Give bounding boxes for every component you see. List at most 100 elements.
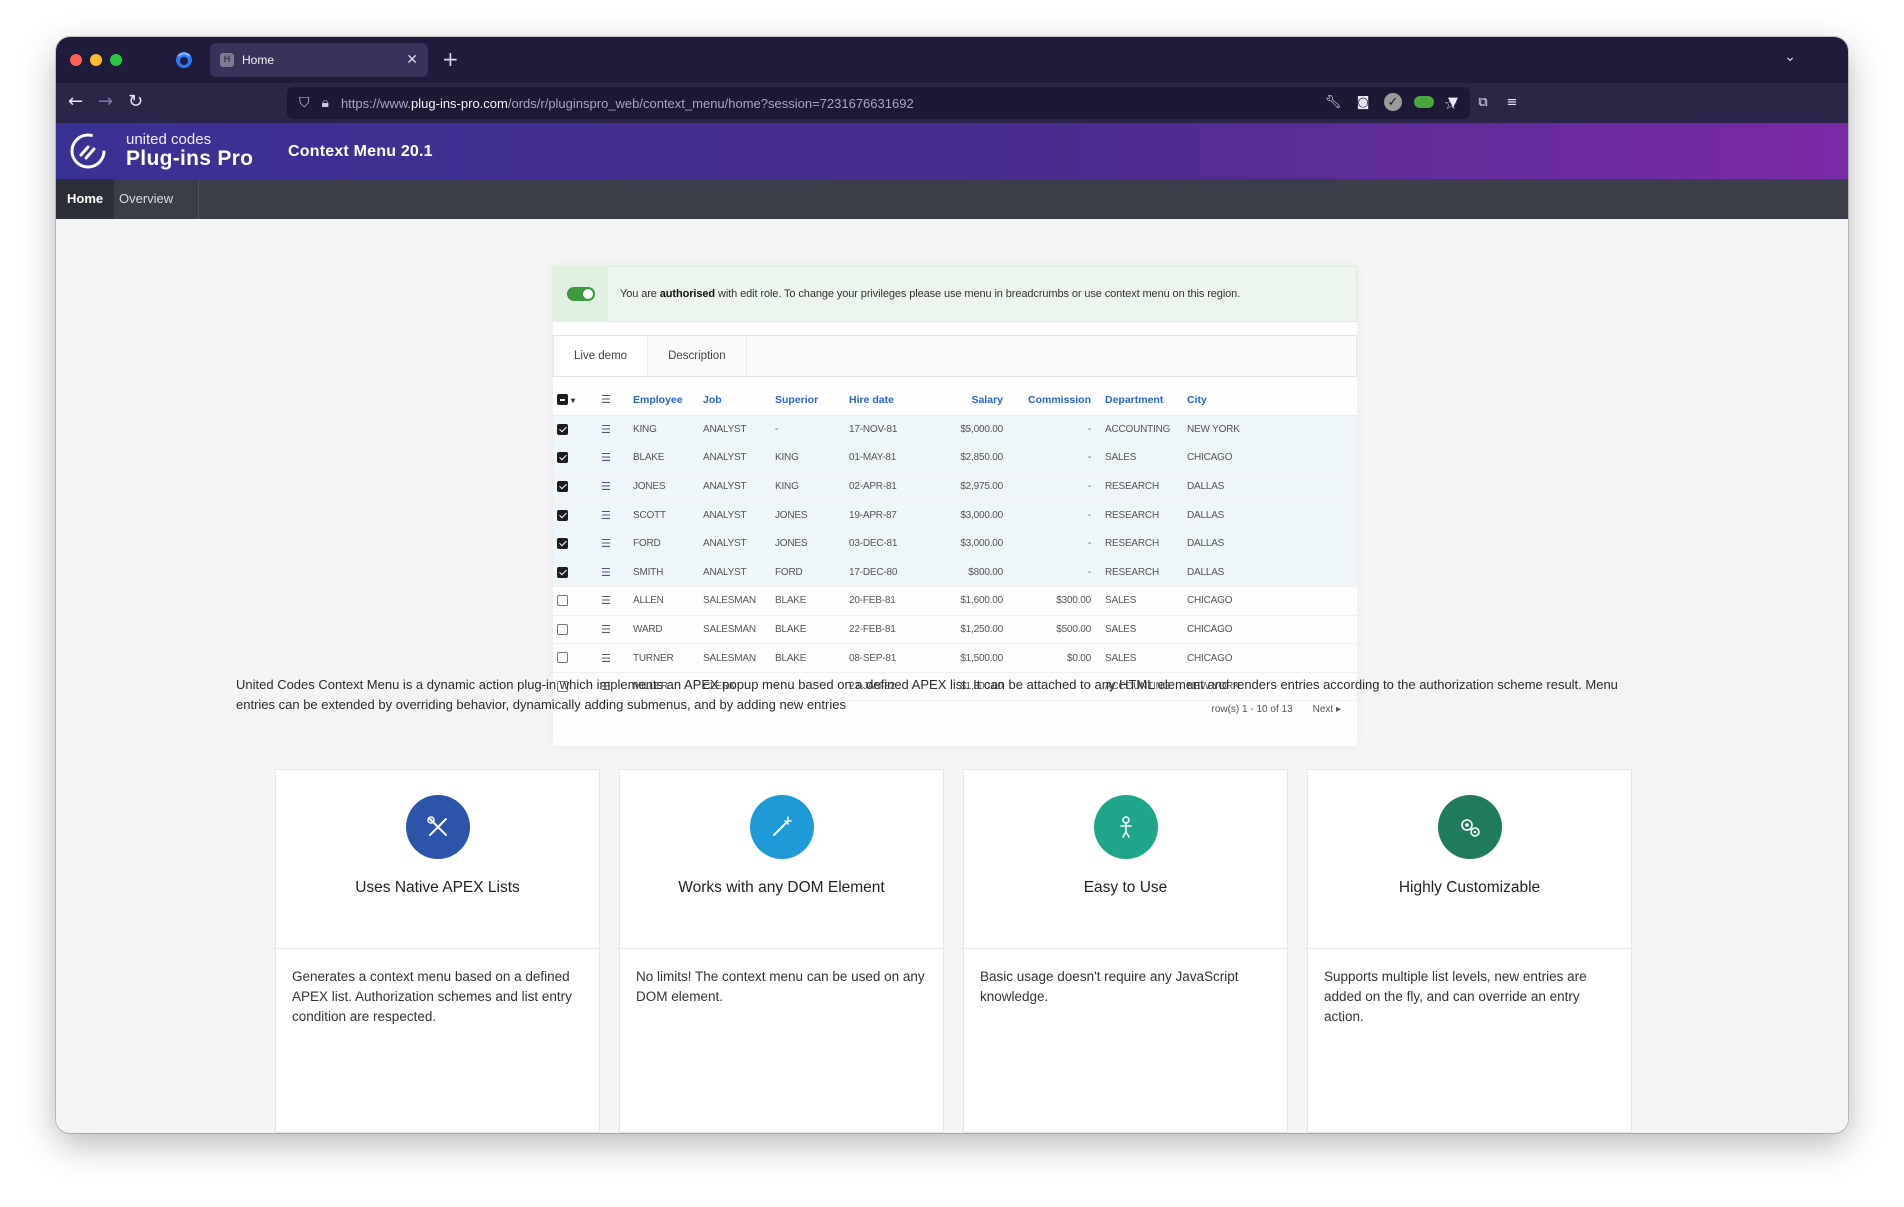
- row-checkbox[interactable]: [557, 595, 568, 607]
- bookmark-star-icon[interactable]: ☆: [1443, 93, 1458, 113]
- column-header[interactable]: City: [1183, 385, 1357, 416]
- row-actions-menu-icon[interactable]: ☰: [601, 565, 611, 579]
- table-cell: $300.00: [1007, 586, 1095, 616]
- tab-description[interactable]: Description: [648, 336, 747, 376]
- minimize-window-button[interactable]: [90, 54, 102, 66]
- column-header[interactable]: Job: [699, 385, 771, 416]
- page-content: You are authorised with edit role. To ch…: [56, 219, 1848, 1133]
- row-checkbox[interactable]: [557, 652, 568, 664]
- row-actions-menu-icon[interactable]: ☰: [601, 479, 611, 493]
- table-row[interactable]: ☰ TURNER SALESMAN BLAKE 08-SEP-81 $1,500.00 $0…: [553, 643, 1357, 673]
- forward-arrow-icon[interactable]: →: [98, 91, 114, 112]
- shield-icon[interactable]: ⛉: [299, 95, 310, 111]
- select-all-caret-icon[interactable]: ▾: [571, 395, 576, 405]
- table-row[interactable]: ☰ SMITH ANALYST FORD 17-DEC-80 $800.00- RESEAR…: [553, 557, 1357, 588]
- nav-home[interactable]: Home: [56, 179, 115, 219]
- row-checkbox[interactable]: [557, 623, 568, 635]
- row-checkbox[interactable]: [557, 480, 568, 492]
- table-cell: KING: [629, 415, 699, 445]
- row-actions-menu-icon[interactable]: ☰: [601, 451, 611, 465]
- table-cell: WARD: [629, 615, 699, 645]
- table-cell: SALES: [1095, 443, 1183, 473]
- table-cell: CHICAGO: [1183, 643, 1357, 673]
- row-checkbox[interactable]: [557, 681, 568, 693]
- row-actions-menu-icon[interactable]: ☰: [601, 508, 611, 522]
- column-header[interactable]: Employee: [629, 385, 699, 416]
- table-row[interactable]: ☰ JONES ANALYST KING 02-APR-81 $2,975.00- RESE…: [553, 472, 1357, 502]
- table-cell: $2,850.00: [931, 443, 1007, 473]
- table-cell: -: [1007, 557, 1095, 588]
- table-cell: 17-NOV-81: [835, 415, 931, 445]
- table-cell: BLAKE: [629, 443, 699, 473]
- table-cell: ANALYST: [699, 443, 771, 473]
- table-cell: $3,000.00: [931, 529, 1007, 559]
- row-actions-menu-icon[interactable]: ☰: [601, 651, 611, 665]
- row-actions-menu-icon[interactable]: ☰: [601, 537, 611, 551]
- table-row[interactable]: ☰ BLAKE ANALYST KING 01-MAY-81 $2,850.00- SALE…: [553, 443, 1357, 473]
- vue-devtools-icon[interactable]: ▼: [1448, 94, 1458, 110]
- hamburger-menu-icon[interactable]: ≡: [1506, 94, 1518, 110]
- app-header: united codes Plug-ins Pro Context Menu 2…: [56, 123, 1848, 179]
- column-header[interactable]: Hire date: [835, 385, 931, 416]
- row-checkbox[interactable]: [557, 566, 568, 578]
- row-checkbox[interactable]: [557, 509, 568, 521]
- select-all-checkbox[interactable]: [557, 394, 568, 406]
- table-cell: 01-MAY-81: [835, 443, 931, 473]
- pagination-range: row(s) 1 - 10 of 13: [1211, 704, 1293, 715]
- tab-live-demo[interactable]: Live demo: [554, 336, 649, 376]
- new-tab-icon[interactable]: +: [442, 47, 459, 71]
- maximize-window-button[interactable]: [110, 54, 122, 66]
- row-checkbox[interactable]: [557, 423, 568, 435]
- row-actions-menu-icon[interactable]: ☰: [601, 622, 611, 636]
- firefox-view-icon[interactable]: [174, 50, 194, 70]
- table-cell: 23-JAN-82: [835, 672, 931, 702]
- row-actions-menu-icon[interactable]: ☰: [601, 422, 611, 436]
- table-cell: SALESMAN: [699, 643, 771, 673]
- row-actions-menu-icon[interactable]: ☰: [601, 594, 611, 608]
- table-cell: DALLAS: [1183, 472, 1357, 502]
- magic-wand-icon: [749, 795, 814, 859]
- row-checkbox[interactable]: [557, 538, 568, 550]
- united-codes-logo-icon[interactable]: [68, 131, 108, 171]
- table-cell: SALESMAN: [699, 615, 771, 645]
- table-cell: TURNER: [629, 643, 699, 673]
- extension-check-icon[interactable]: ✓: [1384, 93, 1402, 111]
- column-menu-icon[interactable]: ☰: [601, 393, 611, 407]
- address-bar[interactable]: ⛉ 🔒︎ https://www.plug-ins-pro.com/ords/r…: [287, 87, 1470, 119]
- nav-overview[interactable]: Overview: [119, 191, 174, 206]
- table-row[interactable]: ☰ KING ANALYST -17-NOV-81 $5,000.00- ACCOUNTI…: [553, 415, 1357, 445]
- close-window-button[interactable]: [70, 54, 82, 66]
- browser-tab-home[interactable]: H Home ✕: [210, 43, 428, 77]
- table-row[interactable]: ☰ WARD SALESMAN BLAKE 22-FEB-81 $1,250.00 $500…: [553, 615, 1357, 645]
- column-header[interactable]: Department: [1095, 385, 1183, 416]
- table-cell: RESEARCH: [1095, 557, 1183, 588]
- back-arrow-icon[interactable]: ←: [68, 91, 84, 112]
- table-row[interactable]: ☰ ALLEN SALESMAN BLAKE 20-FEB-81 $1,600.00 $30…: [553, 586, 1357, 616]
- table-row[interactable]: ☰ SCOTT ANALYST JONES 19-APR-87 $3,000.00- RES…: [553, 500, 1357, 530]
- column-header[interactable]: Commission: [1007, 385, 1095, 416]
- table-cell: KING: [771, 472, 835, 502]
- pagination-next-link[interactable]: Next ▸: [1312, 704, 1341, 715]
- pocket-icon[interactable]: ◙: [1356, 94, 1370, 110]
- close-tab-icon[interactable]: ✕: [406, 52, 418, 68]
- lock-icon[interactable]: 🔒︎: [321, 95, 329, 111]
- row-actions-menu-icon[interactable]: ☰: [601, 680, 611, 694]
- table-row[interactable]: ☰ FORD ANALYST JONES 03-DEC-81 $3,000.00- RESE…: [553, 529, 1357, 559]
- table-cell: -: [1007, 500, 1095, 530]
- extension-toggle-icon[interactable]: [1414, 96, 1434, 108]
- reload-icon[interactable]: ↻: [128, 91, 144, 112]
- column-header[interactable]: Salary: [931, 385, 1007, 416]
- table-cell: JONES: [771, 529, 835, 559]
- row-checkbox[interactable]: [557, 452, 568, 464]
- url-text[interactable]: https://www.plug-ins-pro.com/ords/r/plug…: [340, 95, 914, 111]
- extensions-puzzle-icon[interactable]: ⧉: [1478, 94, 1488, 110]
- wrench-icon[interactable]: 🔧︎: [1324, 94, 1342, 110]
- list-tabs-chevron-down-icon[interactable]: ⌄: [1784, 49, 1796, 65]
- table-cell: CLERK: [699, 672, 771, 702]
- authorised-toggle[interactable]: [567, 287, 595, 301]
- table-cell: 22-FEB-81: [835, 615, 931, 645]
- table-cell: NEW YORK: [1183, 672, 1357, 702]
- column-header[interactable]: Superior: [771, 385, 835, 416]
- grid-header-row: ▾ ☰ Employee Job Superior Hire date Sala…: [553, 385, 1357, 416]
- table-row[interactable]: ☰ MILLER CLERK -23-JAN-82 $1,300.00- ACCOUNTI…: [553, 672, 1357, 702]
